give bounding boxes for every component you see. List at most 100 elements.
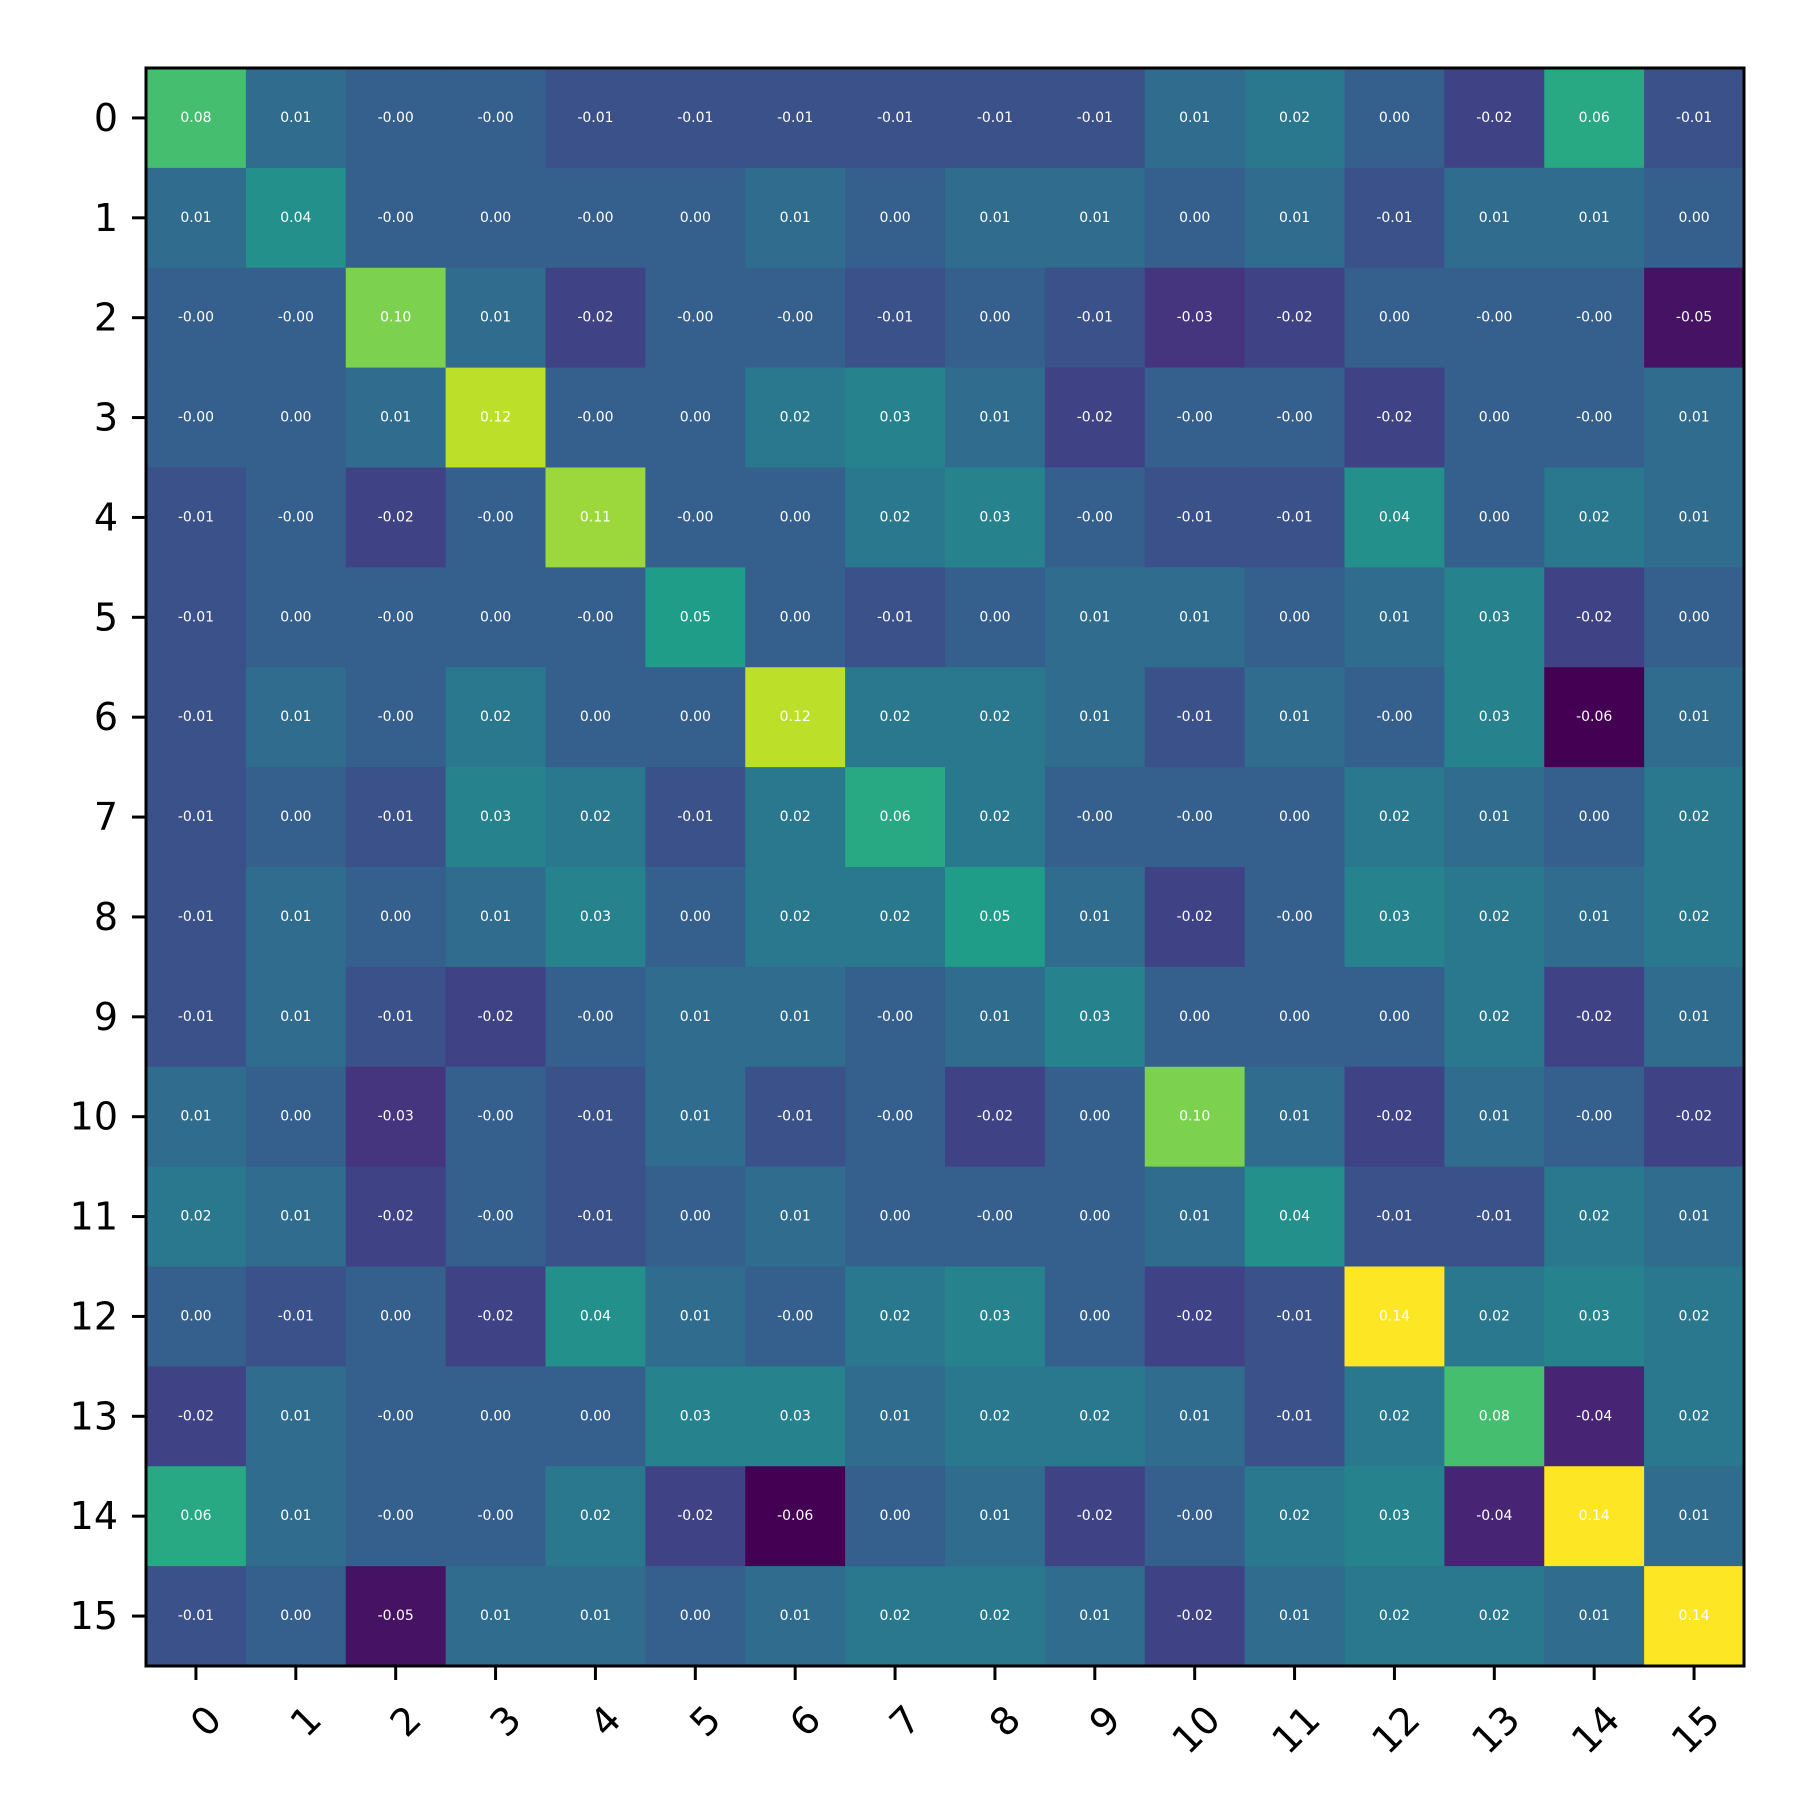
y-tick-label: 8 <box>94 895 118 939</box>
cell-value-label: 0.14 <box>1678 1608 1709 1624</box>
cell-value-label: 0.02 <box>879 1308 910 1324</box>
heatmap-cell <box>1344 567 1445 668</box>
heatmap-cell <box>1644 367 1745 468</box>
cell-value-label: 0.03 <box>979 509 1010 525</box>
heatmap-cell <box>1044 367 1146 468</box>
cell-value-label: -0.00 <box>1276 909 1312 925</box>
heatmap-cell <box>146 767 247 868</box>
heatmap-cell <box>645 1266 746 1367</box>
heatmap-cell <box>146 68 247 169</box>
heatmap-cell <box>1344 1166 1445 1267</box>
heatmap-cell <box>1344 1266 1445 1367</box>
cell-value-label: -0.00 <box>378 709 414 725</box>
cell-value-label: -0.01 <box>877 310 913 326</box>
heatmap-cell <box>146 267 247 369</box>
cell-value-label: 0.01 <box>1179 110 1210 126</box>
heatmap-cell <box>1644 867 1745 968</box>
cell-value-label: 0.02 <box>780 909 811 925</box>
cell-value-label: 0.00 <box>480 210 511 226</box>
cell-value-label: -0.01 <box>1376 210 1412 226</box>
cell-value-label: -0.03 <box>1177 310 1213 326</box>
cell-value-label: -0.00 <box>1276 410 1312 426</box>
cell-value-label: 0.01 <box>280 1508 311 1524</box>
cell-value-label: 0.02 <box>780 410 811 426</box>
y-tick-label: 10 <box>70 1095 118 1139</box>
heatmap-cell <box>1444 867 1545 968</box>
heatmap-cell <box>445 1066 546 1168</box>
heatmap-cell <box>445 167 546 269</box>
heatmap-cell <box>345 267 447 369</box>
y-tick-label: 11 <box>70 1195 118 1239</box>
cell-value-label: -0.01 <box>777 110 813 126</box>
heatmap-cell <box>845 1066 946 1168</box>
cell-value-label: 0.03 <box>1079 1009 1110 1025</box>
cell-value-label: 0.03 <box>1579 1308 1610 1324</box>
cell-value-label: 0.01 <box>1479 1109 1510 1125</box>
cell-value-label: 0.00 <box>879 1508 910 1524</box>
cell-value-label: 0.02 <box>1678 909 1709 925</box>
cell-value-label: -0.01 <box>1077 310 1113 326</box>
cell-value-label: 0.02 <box>1479 909 1510 925</box>
heatmap-cell <box>1344 1366 1445 1467</box>
heatmap-cell <box>1144 1066 1246 1168</box>
heatmap-cell <box>745 167 846 269</box>
heatmap-cell <box>345 767 447 868</box>
cell-value-label: 0.00 <box>780 509 811 525</box>
y-tick-label: 14 <box>70 1494 118 1538</box>
cell-value-label: -0.01 <box>178 909 214 925</box>
heatmap-cell <box>745 467 846 568</box>
heatmap-cell <box>745 267 846 369</box>
cell-value-label: 0.00 <box>680 709 711 725</box>
cell-value-label: -0.00 <box>977 1209 1013 1225</box>
cell-value-label: -0.00 <box>1376 709 1412 725</box>
cell-value-label: 0.01 <box>1279 1608 1310 1624</box>
heatmap-cell <box>1244 1066 1345 1168</box>
heatmap-cell <box>445 467 546 568</box>
cell-value-label: 0.02 <box>979 1608 1010 1624</box>
cell-value-label: -0.00 <box>378 1408 414 1424</box>
y-tick-label: 15 <box>70 1594 118 1638</box>
heatmap-cell <box>445 767 546 868</box>
cell-value-label: 0.02 <box>979 1408 1010 1424</box>
heatmap-cell <box>1244 167 1345 269</box>
heatmap-cell <box>1344 367 1445 468</box>
cell-value-label: -0.01 <box>1276 1308 1312 1324</box>
heatmap-cell <box>245 567 347 668</box>
y-tick-label: 13 <box>70 1394 118 1438</box>
heatmap-cell <box>545 667 646 768</box>
heatmap-cell <box>146 1166 247 1267</box>
cell-value-label: 0.04 <box>580 1308 611 1324</box>
heatmap-cell <box>345 167 447 269</box>
heatmap-cell <box>745 1266 846 1367</box>
cell-value-label: 0.02 <box>1479 1608 1510 1624</box>
heatmap-cell <box>1544 367 1645 468</box>
heatmap-cell <box>345 966 447 1068</box>
heatmap-cell <box>1444 1266 1545 1367</box>
cell-value-label: 0.08 <box>1479 1408 1510 1424</box>
heatmap-cell <box>1444 167 1545 269</box>
heatmap-cell <box>245 467 347 568</box>
cell-value-label: -0.01 <box>577 110 613 126</box>
heatmap-cell <box>945 467 1046 568</box>
cell-value-label: -0.01 <box>178 709 214 725</box>
heatmap-cell <box>1144 1566 1246 1667</box>
cell-value-label: 0.04 <box>280 210 311 226</box>
cell-value-label: 0.14 <box>1379 1308 1410 1324</box>
heatmap-cell <box>1344 1566 1445 1667</box>
heatmap-cell <box>1244 667 1345 768</box>
cell-value-label: 0.01 <box>1479 809 1510 825</box>
heatmap-cell <box>645 1066 746 1168</box>
cell-value-label: 0.02 <box>879 709 910 725</box>
cell-value-label: 0.01 <box>1079 909 1110 925</box>
heatmap-cell <box>1044 68 1146 169</box>
cell-value-label: -0.00 <box>378 609 414 625</box>
y-tick-label: 9 <box>94 995 118 1039</box>
heatmap-cell <box>146 567 247 668</box>
heatmap-cell <box>245 367 347 468</box>
cell-value-label: 0.03 <box>1379 909 1410 925</box>
cell-value-label: -0.00 <box>477 1508 513 1524</box>
heatmap-cell <box>1144 767 1246 868</box>
cell-value-label: -0.00 <box>1177 410 1213 426</box>
heatmap-cell <box>545 1466 646 1567</box>
cell-value-label: -0.01 <box>378 809 414 825</box>
